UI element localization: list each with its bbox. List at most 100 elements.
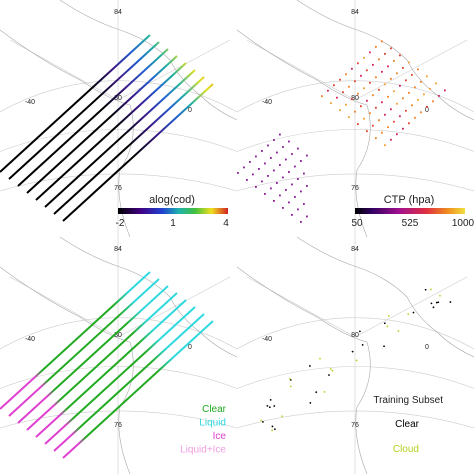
swath-pixel <box>360 74 362 77</box>
swath-pixel <box>270 157 272 159</box>
training-point <box>383 322 386 325</box>
training-point <box>437 301 440 304</box>
swath-pixel <box>363 56 365 59</box>
colorbar-tick-label: 525 <box>402 218 419 229</box>
swath-pixel <box>273 200 275 202</box>
swath-pixel <box>282 207 284 209</box>
swath-pixel <box>381 131 383 134</box>
swath-pixel <box>333 84 335 87</box>
swath-pixel <box>387 65 389 68</box>
swath-pixel <box>279 164 281 166</box>
swath <box>53 313 205 452</box>
swath-pixel <box>357 123 359 126</box>
swath-pixel <box>351 98 353 101</box>
swath <box>26 292 178 431</box>
training-point <box>397 330 400 332</box>
colorbar-tick-label: -2 <box>116 218 125 229</box>
graticule-label: -40 <box>25 336 35 343</box>
training-point <box>449 301 452 303</box>
graticule-label: -40 <box>262 336 272 343</box>
training-point <box>351 350 354 353</box>
swath-pixel <box>387 95 389 98</box>
colorbar-tick-label: 1 <box>170 218 176 229</box>
graticule-line <box>246 39 356 101</box>
swath-pixel <box>387 126 389 129</box>
training-point <box>328 374 330 376</box>
swath <box>35 62 187 201</box>
swath-pixel <box>417 68 419 71</box>
graticule-label: 80 <box>114 95 122 102</box>
swath-pixel <box>300 160 302 162</box>
legend-title: Training Subset <box>373 395 443 406</box>
graticule-line <box>236 366 474 389</box>
training-point <box>331 369 334 372</box>
graticule-line <box>117 276 231 338</box>
swath-pixel <box>255 186 257 188</box>
swath-pixel <box>297 147 299 150</box>
legend-label: Clear <box>395 419 420 430</box>
coastline <box>0 266 134 474</box>
swath-pixel <box>375 137 377 140</box>
swath-pixel <box>282 176 284 179</box>
swath-pixel <box>378 119 380 122</box>
swath-pixel <box>300 190 302 193</box>
graticule-line <box>236 317 474 350</box>
swath-pixel <box>321 95 323 98</box>
training-point <box>271 425 274 428</box>
legend-label: Cloud <box>393 444 419 455</box>
panel: 84 -40 80 0 76 Clear Liquid Ice Liquid+Ice <box>0 236 238 474</box>
swath-pixel <box>423 93 425 96</box>
graticule-line <box>0 129 238 152</box>
swath-pixel <box>363 117 365 120</box>
training-point <box>432 306 435 309</box>
swath-pixel <box>303 172 305 175</box>
swath-pixel <box>279 133 281 136</box>
graticule-line <box>9 276 119 338</box>
swath <box>53 76 205 215</box>
swath-pixel <box>369 112 371 115</box>
swath-pixel <box>255 155 257 158</box>
swath-pixel <box>399 84 401 87</box>
swath-pixel <box>351 67 353 70</box>
swath <box>62 83 214 222</box>
swath-pixel <box>396 133 398 136</box>
swath-pixel <box>384 52 386 55</box>
swath-pixel <box>375 45 377 48</box>
training-point <box>315 391 318 394</box>
graticule-label: -40 <box>262 99 272 106</box>
swath-pixel <box>303 203 305 205</box>
graticule-line <box>246 276 356 338</box>
swath-pixel <box>432 100 434 103</box>
colorbar-tick-label: 4 <box>223 218 229 229</box>
swath-pixel <box>408 91 410 94</box>
swath-pixel <box>264 162 266 165</box>
training-point <box>439 294 441 297</box>
swath-pixel <box>405 109 407 112</box>
graticule-line <box>236 173 474 192</box>
coastline <box>236 266 371 474</box>
swath-pixel <box>393 90 395 93</box>
training-point <box>273 428 276 431</box>
coastline <box>0 29 134 238</box>
swath-pixel <box>306 185 308 187</box>
swath-pixel <box>237 172 239 174</box>
swath-pixel <box>420 80 422 83</box>
colorbar-tick-label: 1000 <box>452 218 474 229</box>
training-point <box>289 378 291 380</box>
swath-pixel <box>354 80 356 83</box>
swath-pixel <box>246 179 248 181</box>
swath-pixel <box>291 214 293 216</box>
swath-pixel <box>366 99 368 102</box>
graticule-line <box>0 317 238 350</box>
graticule-label: 0 <box>188 107 192 114</box>
swath <box>8 41 160 180</box>
training-point <box>309 402 312 404</box>
swath-pixel <box>402 97 404 100</box>
swath-pixel <box>345 73 347 76</box>
training-point <box>271 429 273 432</box>
swath-pixel <box>390 108 392 111</box>
swath-pixel <box>252 173 254 176</box>
swath-pixel <box>381 101 383 104</box>
swath-pixel <box>261 150 263 152</box>
graticule-label: 0 <box>188 344 192 351</box>
